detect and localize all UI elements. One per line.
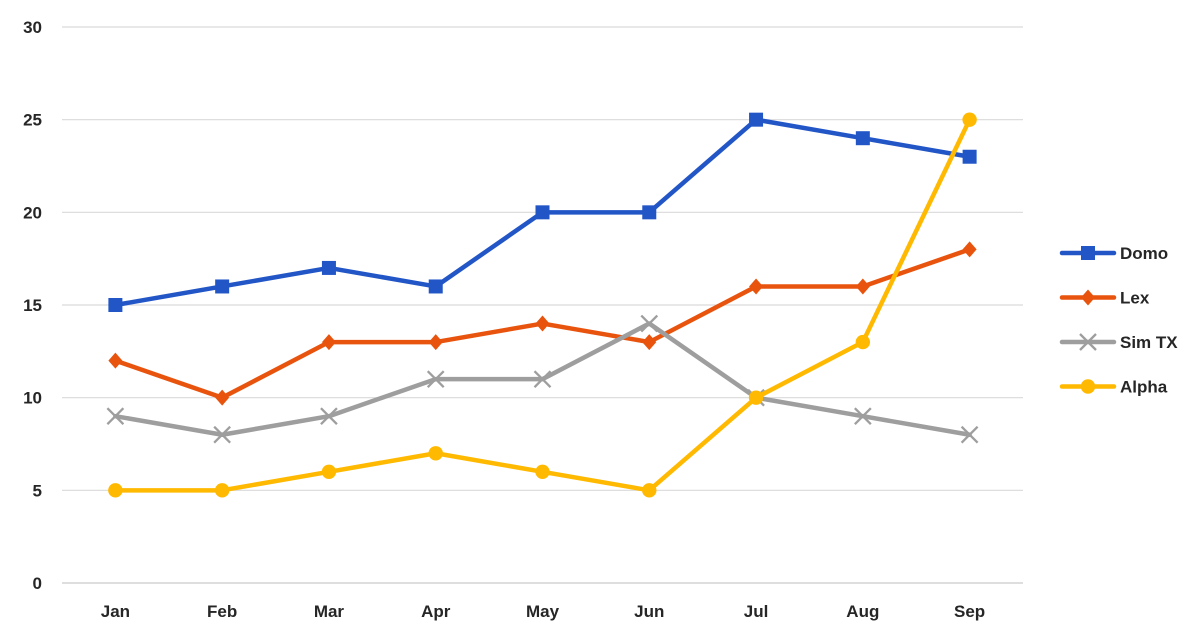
- series-domo-marker-icon: [428, 279, 443, 294]
- series-sim-tx-marker-icon: [640, 314, 659, 333]
- x-tick-label: May: [526, 602, 560, 621]
- series-domo-marker-icon: [215, 279, 230, 294]
- series-domo-marker-icon: [321, 260, 336, 275]
- y-tick-label: 5: [33, 481, 42, 500]
- series-sim-tx-marker-icon: [106, 407, 125, 426]
- legend-alpha-label: Alpha: [1120, 378, 1168, 397]
- series-lex-marker-icon: [855, 278, 870, 295]
- y-tick-label: 0: [33, 574, 42, 593]
- series-lex-marker-icon: [108, 352, 123, 369]
- series-alpha-marker-icon: [855, 334, 871, 350]
- legend-item-domo: Domo: [1059, 244, 1168, 263]
- y-tick-label: 20: [23, 203, 42, 222]
- series-lex: [108, 241, 977, 406]
- series-sim-tx-marker-icon: [426, 370, 445, 388]
- x-tick-label: Apr: [421, 602, 451, 621]
- legend-alpha-marker-icon: [1080, 379, 1096, 394]
- series-domo-marker-icon: [962, 149, 977, 164]
- y-tick-label: 25: [23, 111, 42, 130]
- series-domo-marker-icon: [749, 112, 764, 127]
- legend-domo-label: Domo: [1120, 244, 1168, 263]
- series-alpha-marker-icon: [321, 464, 337, 479]
- series-sim-tx-marker-icon: [854, 407, 872, 426]
- series-sim-tx-marker-icon: [213, 425, 231, 444]
- legend-item-alpha: Alpha: [1059, 378, 1168, 397]
- x-tick-label: Mar: [314, 602, 345, 621]
- series-domo-marker-icon: [855, 131, 870, 146]
- legend-lex-label: Lex: [1120, 289, 1150, 308]
- series-sim-tx: [106, 314, 979, 444]
- legend-item-lex: Lex: [1059, 289, 1150, 308]
- x-tick-label: Jun: [634, 602, 664, 621]
- legend-domo-marker-icon: [1081, 246, 1095, 260]
- x-tick-label: Jan: [101, 602, 130, 621]
- legend-item-sim-tx: Sim TX: [1059, 333, 1178, 352]
- series-alpha-marker-icon: [535, 464, 550, 479]
- legend-sim-tx-label: Sim TX: [1120, 333, 1178, 352]
- series-domo: [108, 112, 977, 312]
- series-alpha-marker-icon: [962, 112, 977, 127]
- series-lex-marker-icon: [321, 334, 336, 351]
- series-alpha-marker-icon: [642, 483, 657, 498]
- y-tick-label: 30: [23, 18, 42, 37]
- series-lex-marker-icon: [428, 334, 443, 351]
- series-sim-tx-marker-icon: [960, 425, 979, 444]
- series-lex-marker-icon: [962, 241, 977, 258]
- series-domo-marker-icon: [535, 205, 550, 220]
- y-tick-label: 10: [23, 389, 42, 408]
- x-tick-label: Aug: [846, 602, 879, 621]
- series-sim-tx-marker-icon: [533, 370, 552, 388]
- series-alpha: [108, 112, 977, 498]
- series-domo-marker-icon: [642, 205, 657, 220]
- series-alpha-marker-icon: [214, 483, 230, 498]
- series-alpha-marker-icon: [108, 483, 123, 498]
- x-tick-label: Feb: [207, 602, 237, 621]
- series-lex-marker-icon: [535, 315, 550, 332]
- series-alpha-marker-icon: [748, 390, 764, 405]
- series-domo-marker-icon: [108, 298, 123, 312]
- x-tick-label: Sep: [954, 602, 985, 621]
- series-lex-marker-icon: [215, 389, 230, 406]
- series-lex-marker-icon: [642, 334, 657, 351]
- series-alpha-marker-icon: [428, 446, 443, 461]
- x-tick-label: Jul: [744, 602, 769, 621]
- series-lex-marker-icon: [749, 278, 764, 295]
- y-tick-label: 15: [23, 296, 42, 315]
- series-sim-tx-marker-icon: [320, 407, 338, 426]
- legend-sim-tx-marker-icon: [1079, 333, 1097, 351]
- legend-lex-marker-icon: [1081, 289, 1095, 306]
